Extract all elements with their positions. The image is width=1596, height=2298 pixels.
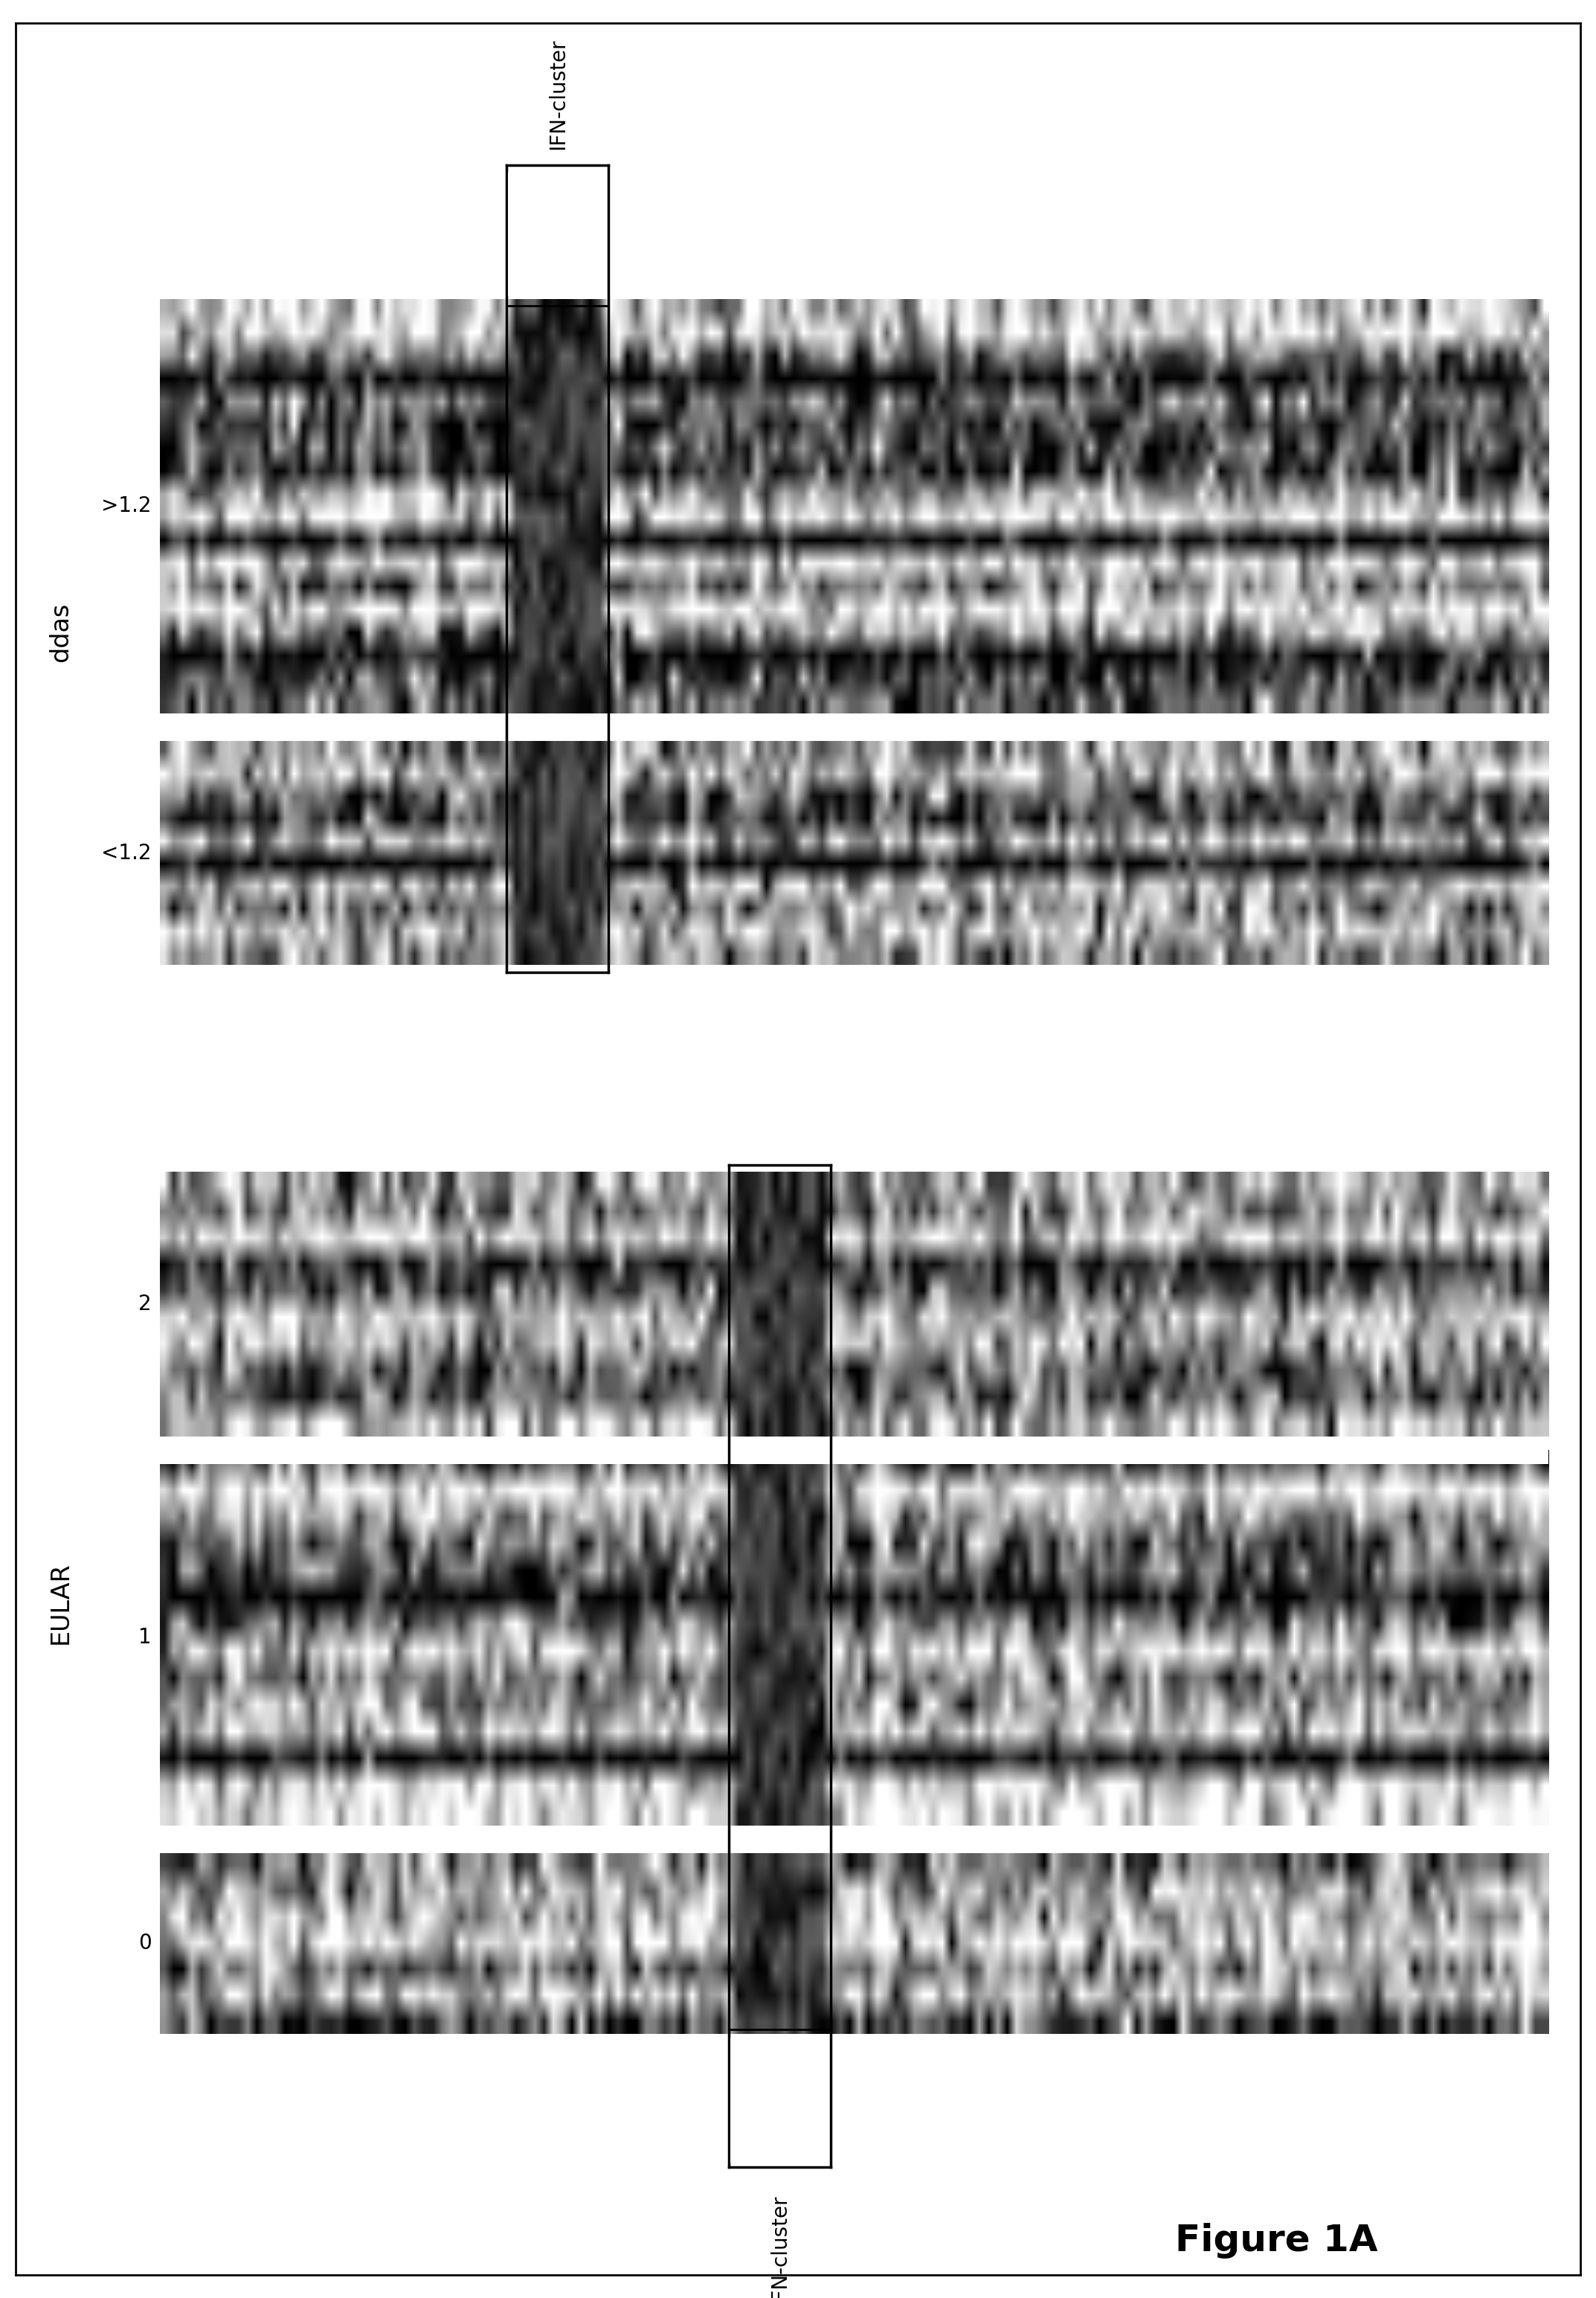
- Text: EULAR: EULAR: [48, 1563, 73, 1643]
- Text: 0: 0: [139, 1933, 152, 1953]
- Text: IFN-cluster: IFN-cluster: [769, 2195, 790, 2298]
- Text: ddas: ddas: [48, 602, 73, 662]
- Text: IFN-cluster: IFN-cluster: [547, 39, 568, 149]
- Text: >1.2: >1.2: [102, 496, 152, 517]
- Text: <1.2: <1.2: [102, 843, 152, 864]
- Text: 1: 1: [139, 1627, 152, 1648]
- Text: 2: 2: [139, 1294, 152, 1314]
- Text: Figure 1A: Figure 1A: [1175, 2222, 1379, 2259]
